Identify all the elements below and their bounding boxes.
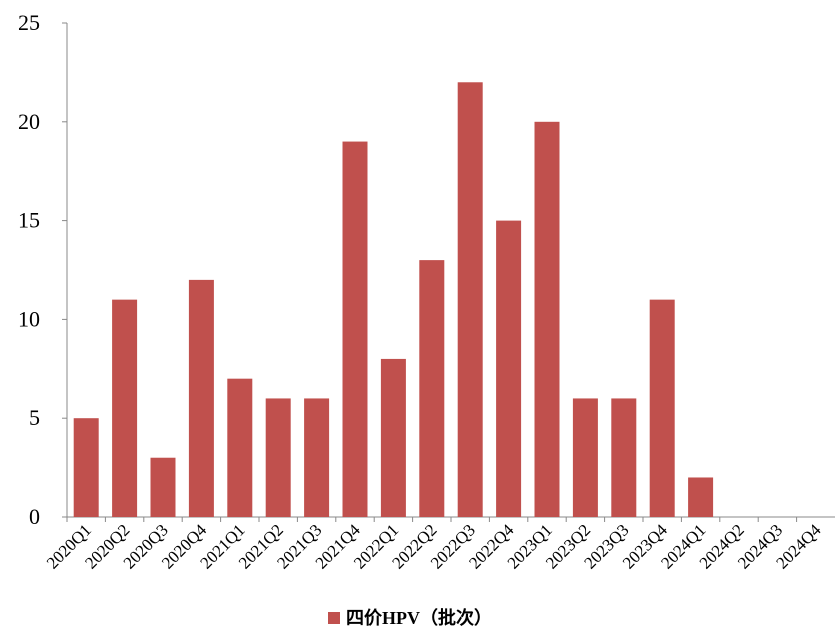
bar [227, 378, 253, 517]
y-tick-label: 20 [18, 109, 40, 134]
y-tick-label: 5 [29, 405, 40, 430]
legend-label: 四价HPV（批次） [346, 607, 492, 628]
bar [150, 457, 176, 517]
bar [419, 260, 445, 517]
x-tick-label: 2024Q4 [772, 520, 825, 573]
bar [304, 398, 330, 517]
bar [342, 141, 368, 517]
bar [380, 358, 406, 517]
bar [649, 299, 675, 517]
bar [496, 220, 522, 517]
bar [611, 398, 637, 517]
bar [188, 279, 214, 517]
bar [112, 299, 138, 517]
bar [265, 398, 291, 517]
y-tick-label: 15 [18, 208, 40, 233]
bar [688, 477, 714, 517]
y-tick-label: 10 [18, 306, 40, 331]
y-tick-label: 0 [29, 504, 40, 529]
bar [457, 82, 483, 517]
bar [73, 418, 99, 517]
legend-swatch [328, 612, 340, 624]
y-tick-label: 25 [18, 10, 40, 35]
bar [572, 398, 598, 517]
bar [534, 121, 560, 518]
